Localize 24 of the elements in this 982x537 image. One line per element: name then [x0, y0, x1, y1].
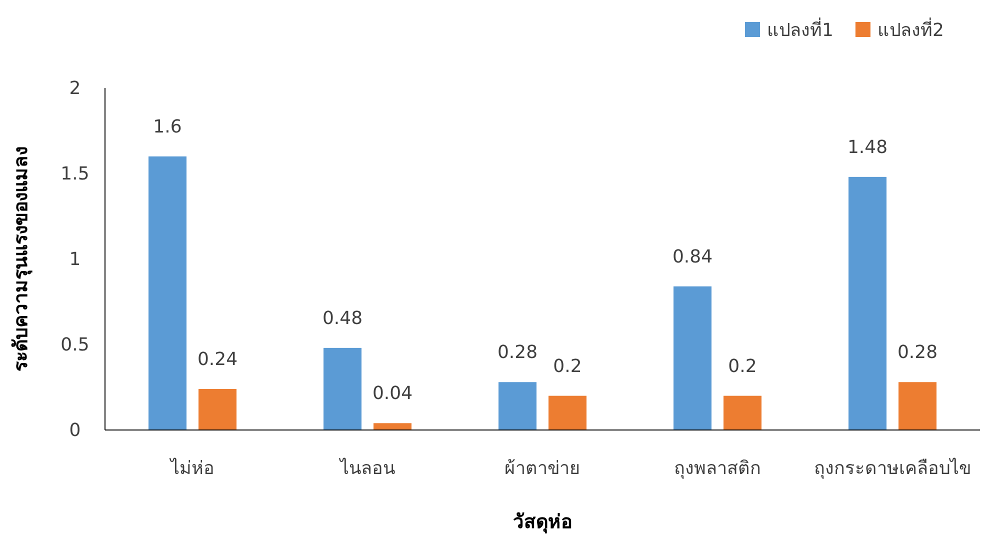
data-label: 0.48	[322, 308, 363, 329]
y-tick-label: 0	[69, 420, 81, 441]
data-label: 0.04	[372, 383, 413, 404]
x-tick-label: ถุงกระดาษเคลือบไข	[814, 457, 971, 479]
data-label: 0.28	[497, 342, 538, 364]
x-tick-label: ผ้าตาข่าย	[504, 458, 580, 479]
data-label: 0.24	[197, 348, 238, 370]
data-label: 1.48	[847, 136, 888, 158]
legend-label: แปลงที่1	[767, 17, 834, 41]
x-tick-label: ไนลอน	[338, 457, 395, 479]
data-label: 0.84	[672, 246, 713, 268]
data-label: 0.2	[728, 356, 757, 377]
x-tick-label: ถุงพลาสติก	[674, 458, 761, 479]
data-label: 0.28	[897, 342, 938, 364]
y-axis-title: ระดับความรุนแรงของแมลง	[10, 146, 33, 372]
y-tick-label: 2	[69, 78, 81, 99]
x-axis-title: วัสดุห่อ	[513, 511, 572, 534]
x-tick-label: ไม่ห่อ	[168, 457, 214, 479]
y-tick-label: 1.5	[60, 164, 90, 184]
data-label: 0.2	[553, 356, 582, 377]
legend-label: แปลงที่2	[877, 17, 944, 41]
y-tick-label: 0.5	[60, 334, 90, 356]
y-tick-label: 1	[69, 249, 81, 270]
data-label: 1.6	[153, 116, 182, 138]
